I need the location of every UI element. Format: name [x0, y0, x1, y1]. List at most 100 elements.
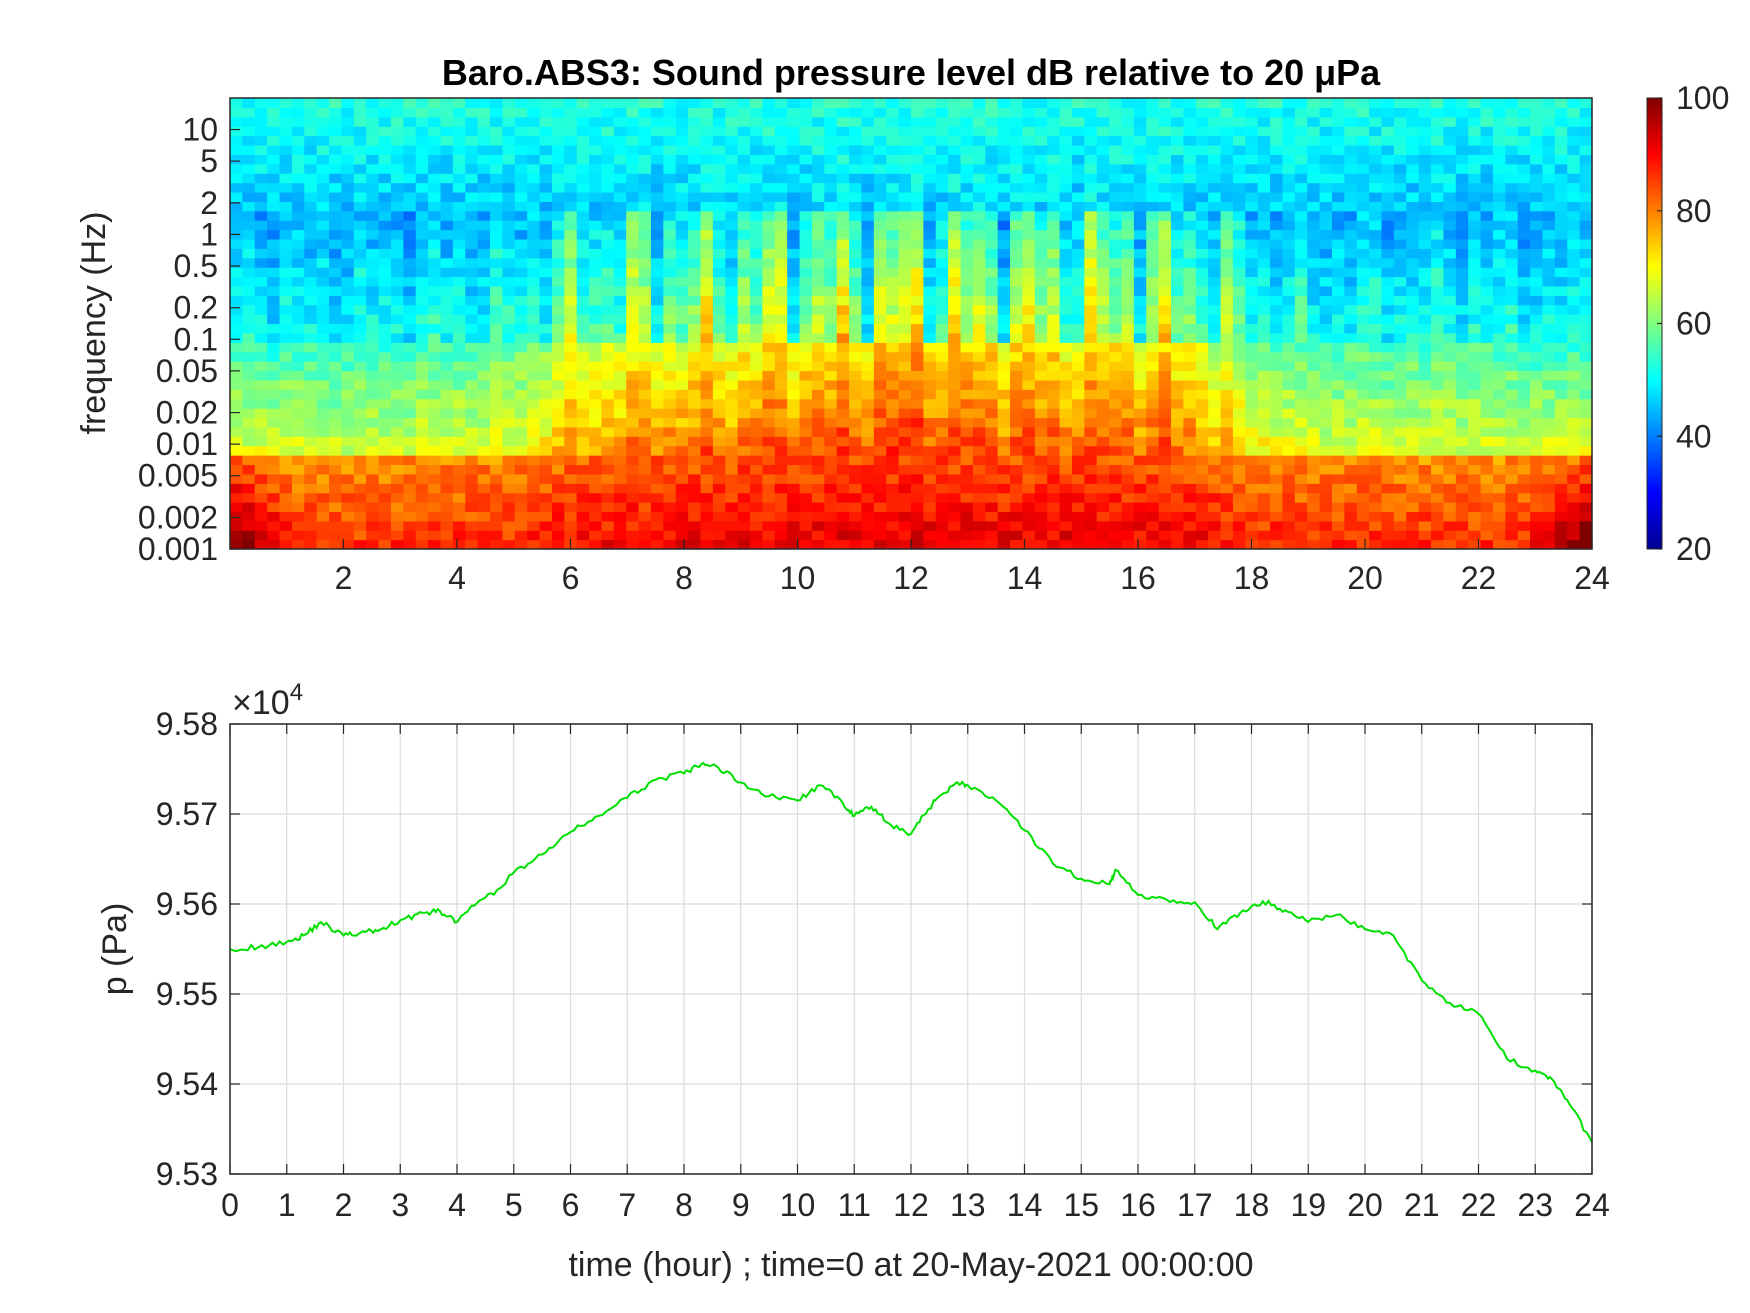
heatmap-cell: [1369, 539, 1383, 549]
heatmap-cell: [1010, 229, 1024, 240]
heatmap-cell: [415, 314, 429, 325]
heatmap-cell: [1270, 238, 1284, 249]
heatmap-cell: [1109, 473, 1123, 484]
heatmap-cell: [750, 426, 764, 437]
heatmap-cell: [1468, 379, 1482, 390]
heatmap-cell: [1294, 314, 1308, 325]
heatmap-cell: [811, 229, 825, 240]
heatmap-cell: [824, 267, 838, 278]
heatmap-cell: [799, 379, 813, 390]
heatmap-cell: [366, 304, 380, 315]
heatmap-cell: [1443, 511, 1457, 522]
heatmap-cell: [663, 473, 677, 484]
heatmap-cell: [304, 173, 318, 184]
heatmap-cell: [341, 191, 355, 202]
heatmap-cell: [663, 107, 677, 118]
heatmap-cell: [1468, 285, 1482, 296]
heatmap-cell: [242, 191, 256, 202]
heatmap-cell: [762, 520, 776, 531]
heatmap-cell: [279, 267, 293, 278]
heatmap-cell: [1492, 210, 1506, 221]
heatmap-cell: [415, 473, 429, 484]
heatmap-cell: [675, 295, 689, 306]
heatmap-cell: [774, 248, 788, 259]
heatmap-cell: [1319, 314, 1333, 325]
heatmap-cell: [390, 248, 404, 259]
heatmap-cell: [1418, 229, 1432, 240]
heatmap-cell: [353, 539, 367, 549]
heatmap-cell: [849, 98, 863, 108]
heatmap-cell: [849, 520, 863, 531]
heatmap-cell: [490, 342, 503, 353]
heatmap-cell: [551, 191, 565, 202]
heatmap-cell: [378, 257, 392, 268]
heatmap-cell: [923, 163, 937, 174]
heatmap-cell: [366, 210, 380, 221]
heatmap-cell: [564, 210, 578, 221]
heatmap-cell: [1257, 351, 1271, 362]
heatmap-cell: [242, 98, 256, 108]
heatmap-cell: [811, 351, 825, 362]
heatmap-cell: [1344, 229, 1358, 240]
heatmap-cell: [799, 191, 813, 202]
heatmap-cell: [551, 238, 565, 249]
heatmap-cell: [1331, 332, 1345, 343]
heatmap-cell: [811, 492, 825, 503]
heatmap-cell: [440, 314, 454, 325]
heatmap-cell: [898, 398, 912, 409]
heatmap-cell: [774, 201, 788, 212]
heatmap-cell: [799, 229, 813, 240]
heatmap-cell: [539, 220, 553, 231]
heatmap-cell: [861, 361, 875, 372]
heatmap-cell: [1356, 502, 1370, 513]
heatmap-cell: [1059, 379, 1073, 390]
heatmap-cell: [1307, 473, 1321, 484]
heatmap-cell: [911, 417, 924, 428]
heatmap-cell: [390, 304, 404, 315]
heatmap-cell: [1468, 502, 1482, 513]
heatmap-cell: [341, 163, 355, 174]
heatmap-cell: [279, 473, 293, 484]
heatmap-cell: [1443, 473, 1457, 484]
heatmap-cell: [774, 520, 788, 531]
heatmap-cell: [1480, 314, 1494, 325]
heatmap-cell: [527, 398, 541, 409]
heatmap-cell: [675, 379, 689, 390]
heatmap-cell: [663, 351, 677, 362]
heatmap-cell: [428, 530, 442, 541]
heatmap-cell: [923, 107, 937, 118]
heatmap-cell: [316, 267, 330, 278]
heatmap-cell: [254, 248, 268, 259]
heatmap-cell: [502, 342, 516, 353]
heatmap-cell: [1307, 314, 1321, 325]
heatmap-cell: [1059, 483, 1073, 494]
heatmap-cell: [490, 370, 503, 381]
heatmap-cell: [527, 257, 541, 268]
heatmap-cell: [1183, 436, 1197, 447]
heatmap-cell: [1146, 191, 1160, 202]
heatmap-cell: [1270, 191, 1284, 202]
heatmap-cell: [329, 285, 343, 296]
heatmap-cell: [440, 323, 454, 334]
heatmap-cell: [428, 464, 442, 475]
heatmap-cell: [1010, 539, 1024, 549]
heatmap-cell: [490, 285, 503, 296]
heatmap-cell: [861, 248, 875, 259]
heatmap-cell: [650, 257, 664, 268]
heatmap-cell: [601, 408, 615, 419]
heatmap-cell: [242, 182, 256, 193]
heatmap-cell: [1109, 210, 1123, 221]
heatmap-cell: [1492, 257, 1506, 268]
heatmap-cell: [490, 229, 503, 240]
heatmap-cell: [737, 473, 751, 484]
heatmap-cell: [650, 98, 664, 108]
heatmap-cell: [267, 163, 281, 174]
heatmap-cell: [960, 342, 974, 353]
heatmap-cell: [366, 389, 380, 400]
heatmap-cell: [799, 220, 813, 231]
heatmap-cell: [564, 107, 578, 118]
heatmap-cell: [514, 455, 528, 466]
heatmap-cell: [1381, 135, 1395, 146]
heatmap-cell: [725, 445, 739, 456]
heatmap-cell: [935, 473, 949, 484]
